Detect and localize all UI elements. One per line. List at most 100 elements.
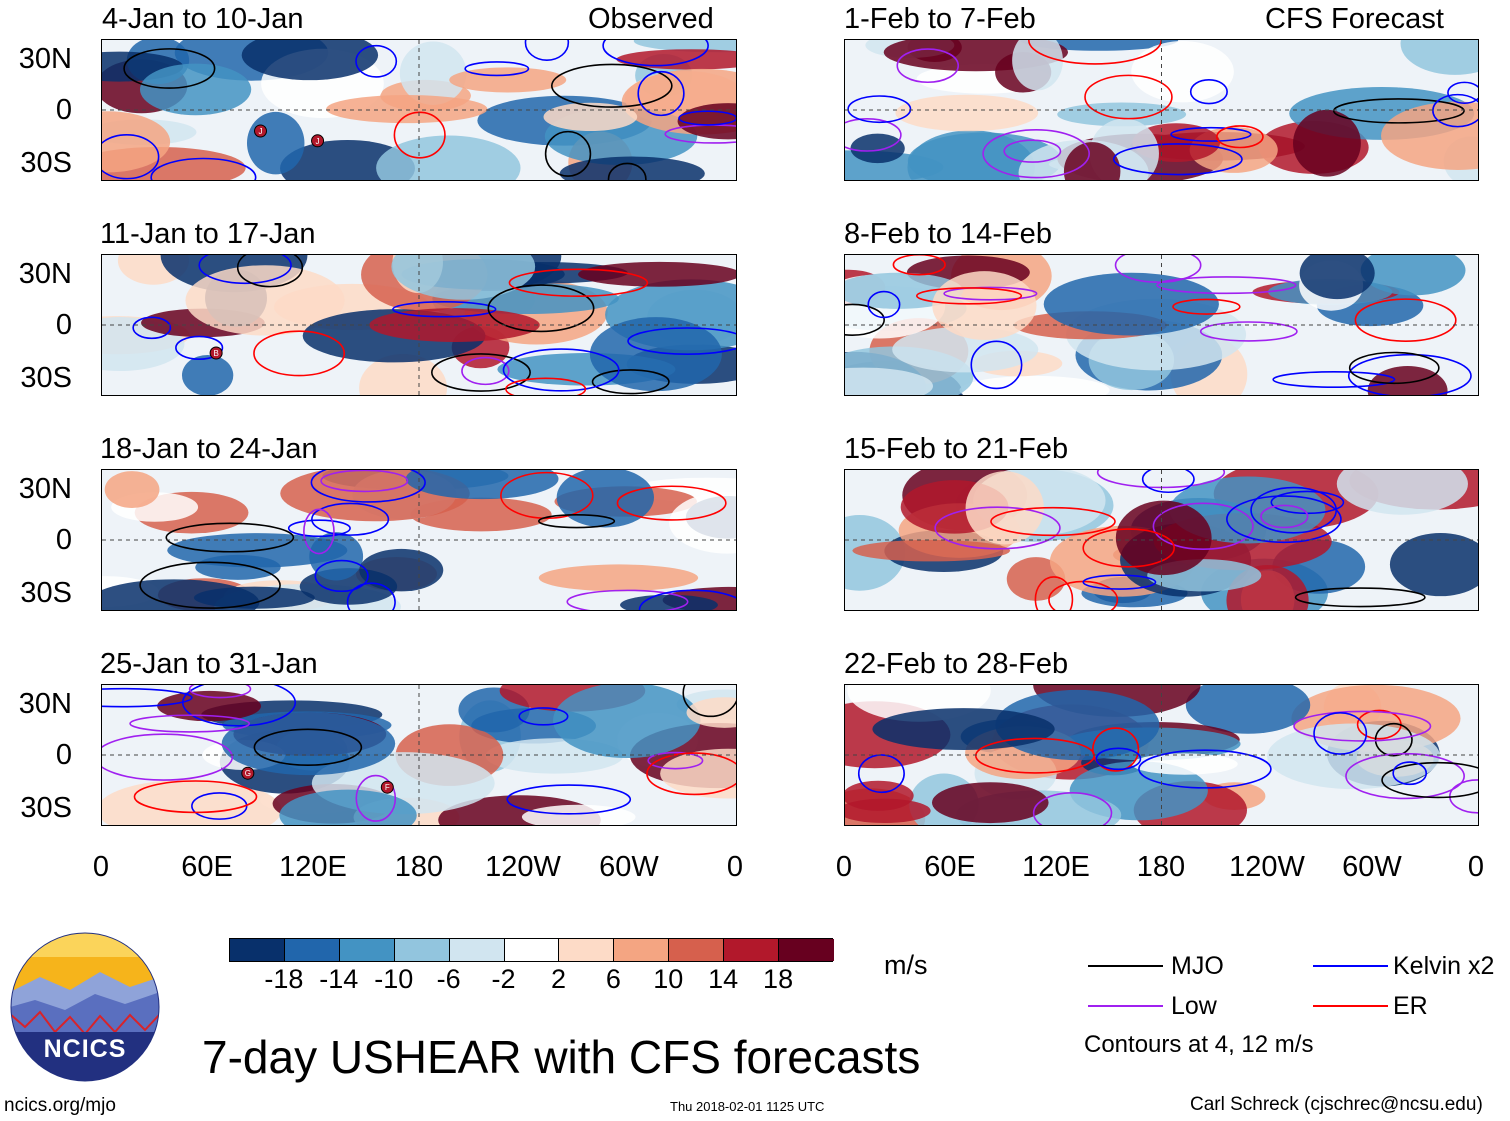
wave-contour: [1347, 353, 1472, 395]
x-tick-180: 180: [1136, 851, 1186, 883]
colorbar-swatch: [724, 939, 780, 961]
main-title: 7-day USHEAR with CFS forecasts: [202, 1031, 921, 1083]
shear-anomaly-blob: [559, 156, 705, 180]
wave-contour: [1172, 298, 1241, 315]
map-panel-left-3: [101, 469, 737, 611]
shear-anomaly-blob: [157, 690, 262, 722]
wave-contour: [320, 470, 409, 493]
panel-title-left-1: 4-Jan to 10-Jan: [102, 3, 304, 35]
colorbar-tick-label: 2: [550, 964, 566, 994]
shear-anomaly-blob: [102, 779, 282, 825]
shear-anomaly-blob: [589, 317, 722, 392]
panel-title-left-4: 25-Jan to 31-Jan: [100, 648, 318, 680]
wave-contour: [1293, 710, 1432, 742]
shear-anomaly-blob: [616, 49, 736, 70]
wave-contour: [934, 506, 1061, 550]
tropical-cyclone-label: F: [385, 783, 390, 792]
wave-contour: [867, 290, 901, 319]
wave-contour: [102, 687, 193, 708]
shear-anomaly-blob: [246, 111, 305, 175]
shear-anomaly-blob: [221, 712, 396, 776]
wave-contour: [627, 327, 736, 355]
wave-contour: [845, 303, 885, 336]
wave-contour: [236, 255, 304, 288]
map-panel-right-2: [844, 254, 1479, 396]
wave-contour: [310, 470, 426, 503]
wave-contour: [974, 737, 1096, 774]
tropical-cyclone-marker: J: [254, 124, 267, 138]
y-tick-30s: 30S: [20, 577, 72, 609]
column-label-observed: Observed: [588, 3, 714, 35]
shear-anomaly-blob: [181, 354, 234, 395]
x-tick-0: 0: [92, 851, 110, 883]
wave-contour: [607, 162, 647, 180]
wave-contour: [1034, 576, 1074, 610]
colorbar-swatch: [669, 939, 725, 961]
wave-contour: [857, 754, 905, 794]
ncics-logo: NCICS: [10, 932, 160, 1082]
wave-contour: [461, 356, 510, 386]
shear-anomaly-blob: [845, 780, 914, 811]
shear-anomaly-blob: [1012, 40, 1063, 91]
shear-anomaly-blob: [279, 789, 417, 825]
wave-contour: [1381, 761, 1478, 799]
shear-anomaly-blob: [995, 689, 1160, 761]
shear-anomaly-blob: [309, 532, 364, 581]
shear-anomaly-blob: [1006, 557, 1066, 601]
wave-contour: [550, 63, 673, 108]
y-tick-30s: 30S: [20, 792, 72, 824]
wave-contour: [1432, 93, 1478, 128]
wave-contour: [544, 130, 592, 177]
panel-title-right-4: 22-Feb to 28-Feb: [844, 648, 1069, 680]
shear-anomaly-blob: [959, 375, 1110, 395]
wave-contour: [314, 559, 369, 593]
wave-contour: [1294, 587, 1426, 608]
shear-anomaly-blob: [195, 554, 281, 580]
wave-contour: [303, 508, 335, 555]
shear-anomaly-blob: [669, 491, 736, 554]
author-credit: Carl Schreck (cjschrec@ncsu.edu): [1190, 1094, 1483, 1115]
tropical-cyclone-marker: J: [311, 134, 325, 148]
wave-contour: [602, 40, 709, 67]
map-field: [845, 255, 1478, 395]
legend-line-low: [1088, 1005, 1163, 1007]
wave-contour: [1260, 504, 1309, 529]
panel-title-right-1: 1-Feb to 7-Feb: [844, 3, 1036, 35]
map-panel-right-1: [844, 39, 1479, 181]
website-link[interactable]: ncics.org/mjo: [4, 1095, 116, 1116]
wave-contour: [1226, 495, 1342, 544]
wave-contour: [982, 128, 1091, 179]
wave-contour: [1095, 747, 1142, 771]
legend-line-mjo: [1088, 965, 1163, 967]
shear-anomaly-blob: [660, 748, 736, 799]
wave-contour: [287, 519, 351, 538]
shear-anomaly-blob: [359, 353, 448, 395]
shear-anomaly-blob: [852, 539, 1011, 562]
x-tick-120e: 120E: [279, 851, 347, 883]
colorbar-tick-label: -14: [319, 964, 359, 994]
shear-anomaly-blob: [1063, 142, 1121, 180]
shear-anomaly-blob: [1057, 102, 1187, 127]
wave-contour: [1313, 712, 1368, 755]
wave-contour: [392, 301, 497, 318]
tropical-cyclone-marker: F: [380, 780, 394, 794]
x-tick-60e: 60E: [924, 851, 976, 883]
wave-contour: [165, 522, 295, 553]
wave-contour: [506, 784, 632, 815]
column-label-forecast: CFS Forecast: [1265, 3, 1444, 35]
colorbar-swatch: [614, 939, 670, 961]
shear-anomaly-blob: [895, 94, 1039, 132]
shear-anomaly-blob: [1115, 500, 1212, 576]
timestamp: Thu 2018-02-01 1125 UTC: [670, 1099, 825, 1114]
legend-label-er: ER: [1393, 992, 1428, 1020]
colorbar-labels: -18 -14 -10 -6 -2 2 6 10 14 18: [229, 962, 833, 996]
tropical-cyclone-label: J: [316, 137, 320, 146]
colorbar-tick-label: 6: [605, 964, 621, 994]
wave-contour: [537, 513, 616, 529]
wave-contour: [102, 134, 160, 180]
shear-anomaly-blob: [1131, 41, 1234, 103]
wave-contour: [1332, 98, 1465, 124]
wave-contour: [487, 284, 595, 333]
shear-anomaly-blob: [102, 579, 260, 610]
